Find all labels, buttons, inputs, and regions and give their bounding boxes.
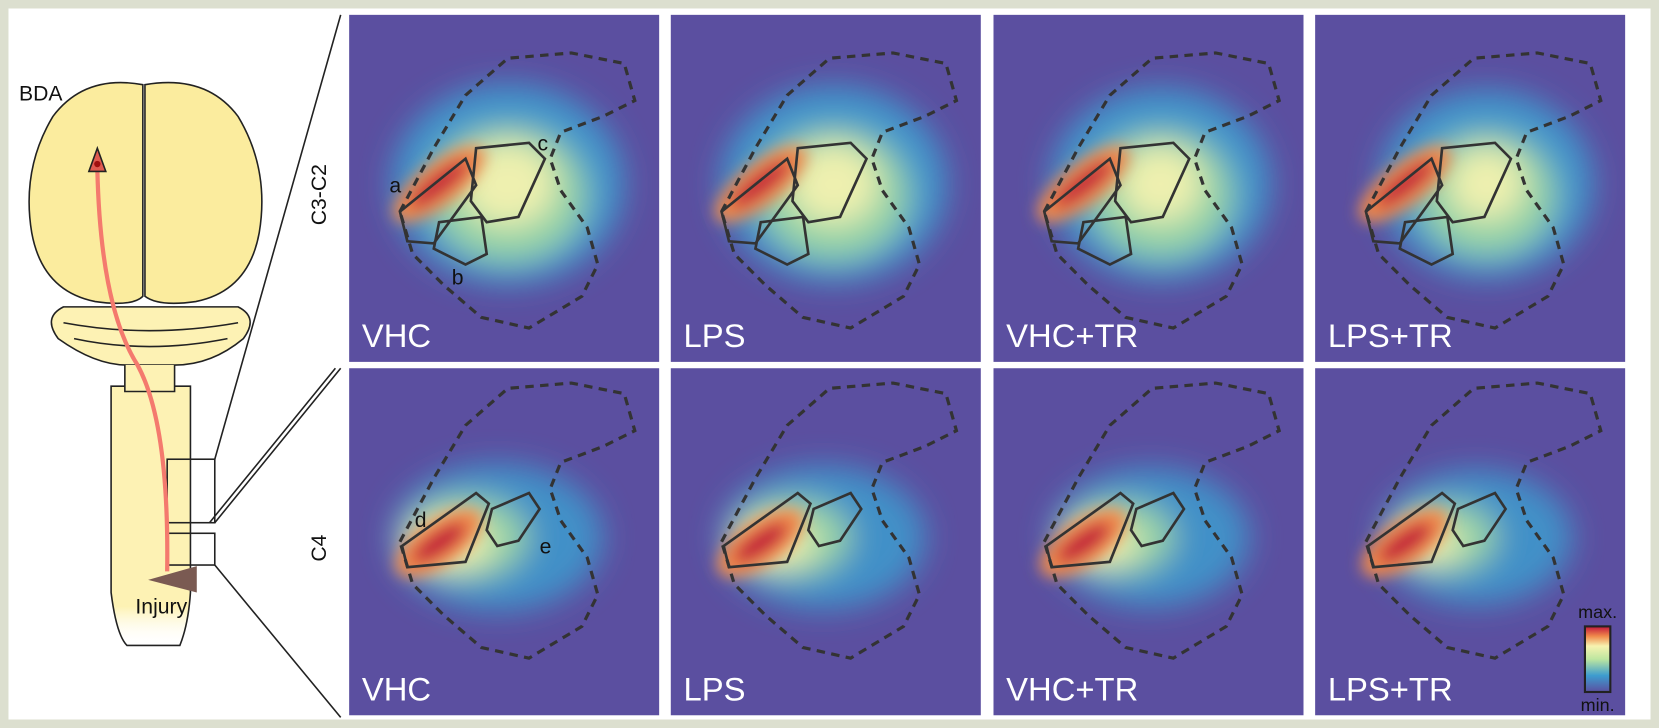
figure: BDA Injury C3-C2 a b c VHC LPS VHC+TR LPS+TR C4 d… (0, 0, 1659, 728)
colorbar-max: max. (1578, 602, 1617, 622)
region-label: a (389, 175, 401, 198)
colorbar-min: min. (1581, 695, 1615, 715)
panel-label: VHC+TR (1006, 670, 1138, 707)
heatmap-panel: LPS+TR (1315, 368, 1625, 715)
panel-label: VHC+TR (1006, 317, 1138, 354)
panel-label: VHC (362, 670, 431, 707)
region-label: e (540, 535, 552, 558)
row-label: C3-C2 (308, 164, 331, 225)
heatmap-panel: LPS (671, 15, 981, 362)
region-label: d (415, 509, 427, 532)
heatmap-panel: LPS+TR (1315, 15, 1625, 362)
heatmap-panel: a b c VHC (349, 15, 659, 362)
row-label: C4 (308, 534, 331, 561)
panel-label: LPS (683, 670, 745, 707)
heatmap-panel: LPS (671, 368, 981, 715)
tracer-label: BDA (19, 83, 63, 106)
region-label: b (452, 267, 464, 290)
panel-label: LPS (683, 317, 745, 354)
heatmap-panel: VHC+TR (993, 368, 1303, 715)
region-label: c (537, 132, 548, 155)
heatmap-panel: d e VHC (349, 368, 659, 715)
colorbar: max. min. (1578, 602, 1617, 715)
panel-label: VHC (362, 317, 431, 354)
colorbar-gradient (1585, 626, 1610, 692)
panel-label: LPS+TR (1328, 317, 1453, 354)
injury-label: Injury (135, 596, 187, 619)
heatmap-panel: VHC+TR (993, 15, 1303, 362)
page: {"labels": {"tracer": "BDA", "injury": "… (0, 0, 1659, 728)
panel-label: LPS+TR (1328, 670, 1453, 707)
